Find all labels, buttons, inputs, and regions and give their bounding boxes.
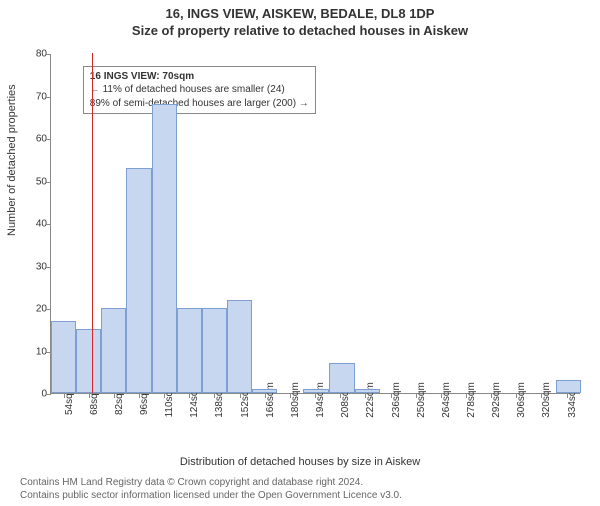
x-tick-mark [416, 393, 417, 398]
histogram-bar [355, 389, 380, 393]
histogram-bar [177, 308, 202, 393]
x-tick-mark [466, 393, 467, 398]
y-tick-mark [46, 309, 51, 310]
y-tick-label: 50 [17, 176, 47, 187]
y-tick-label: 40 [17, 219, 47, 230]
x-tick-mark [89, 393, 90, 398]
footer-line-2: Contains public sector information licen… [20, 490, 590, 503]
x-tick-mark [290, 393, 291, 398]
y-tick-mark [46, 54, 51, 55]
x-tick-mark [491, 393, 492, 398]
histogram-bar [101, 308, 126, 393]
y-tick-mark [46, 394, 51, 395]
x-axis-label: Distribution of detached houses by size … [0, 456, 600, 468]
y-tick-mark [46, 224, 51, 225]
histogram-bar [202, 308, 227, 393]
x-tick-mark [315, 393, 316, 398]
footer-line-1: Contains HM Land Registry data © Crown c… [20, 477, 590, 490]
address-title: 16, INGS VIEW, AISKEW, BEDALE, DL8 1DP [0, 6, 600, 21]
histogram-bar [252, 389, 277, 393]
x-tick-mark [441, 393, 442, 398]
footer-attribution: Contains HM Land Registry data © Crown c… [20, 477, 590, 502]
y-tick-mark [46, 267, 51, 268]
annotation-line-1: 16 INGS VIEW: 70sqm [90, 70, 309, 84]
x-tick-mark [391, 393, 392, 398]
annotation-line-2: ← 11% of detached houses are smaller (24… [90, 83, 309, 97]
histogram-bar [76, 329, 101, 393]
x-tick-mark [541, 393, 542, 398]
y-tick-label: 70 [17, 91, 47, 102]
x-tick-mark [214, 393, 215, 398]
y-tick-label: 80 [17, 49, 47, 60]
histogram-bar [126, 168, 151, 393]
x-tick-mark [189, 393, 190, 398]
x-tick-mark [164, 393, 165, 398]
y-tick-label: 30 [17, 261, 47, 272]
histogram-bar [329, 363, 354, 393]
marker-line [92, 53, 93, 393]
y-tick-label: 10 [17, 346, 47, 357]
annotation-line-3: 89% of semi-detached houses are larger (… [90, 97, 309, 111]
histogram-plot: 16 INGS VIEW: 70sqm ← 11% of detached ho… [50, 54, 580, 394]
x-tick-mark [340, 393, 341, 398]
histogram-bar [51, 321, 76, 393]
histogram-bar [556, 380, 581, 393]
histogram-bar [152, 104, 177, 393]
y-tick-label: 60 [17, 134, 47, 145]
x-tick-mark [240, 393, 241, 398]
x-tick-mark [265, 393, 266, 398]
y-tick-label: 0 [17, 389, 47, 400]
x-tick-mark [567, 393, 568, 398]
y-axis-label: Number of detached properties [6, 84, 18, 236]
plot-area: 16 INGS VIEW: 70sqm ← 11% of detached ho… [50, 54, 580, 424]
y-tick-mark [46, 182, 51, 183]
x-tick-mark [139, 393, 140, 398]
x-tick-mark [64, 393, 65, 398]
x-tick-mark [365, 393, 366, 398]
y-tick-label: 20 [17, 304, 47, 315]
chart-subtitle: Size of property relative to detached ho… [0, 23, 600, 38]
histogram-bar [303, 389, 330, 393]
y-tick-mark [46, 97, 51, 98]
y-tick-mark [46, 139, 51, 140]
histogram-bar [227, 300, 252, 394]
x-tick-mark [516, 393, 517, 398]
annotation-box: 16 INGS VIEW: 70sqm ← 11% of detached ho… [83, 66, 316, 115]
x-tick-mark [114, 393, 115, 398]
